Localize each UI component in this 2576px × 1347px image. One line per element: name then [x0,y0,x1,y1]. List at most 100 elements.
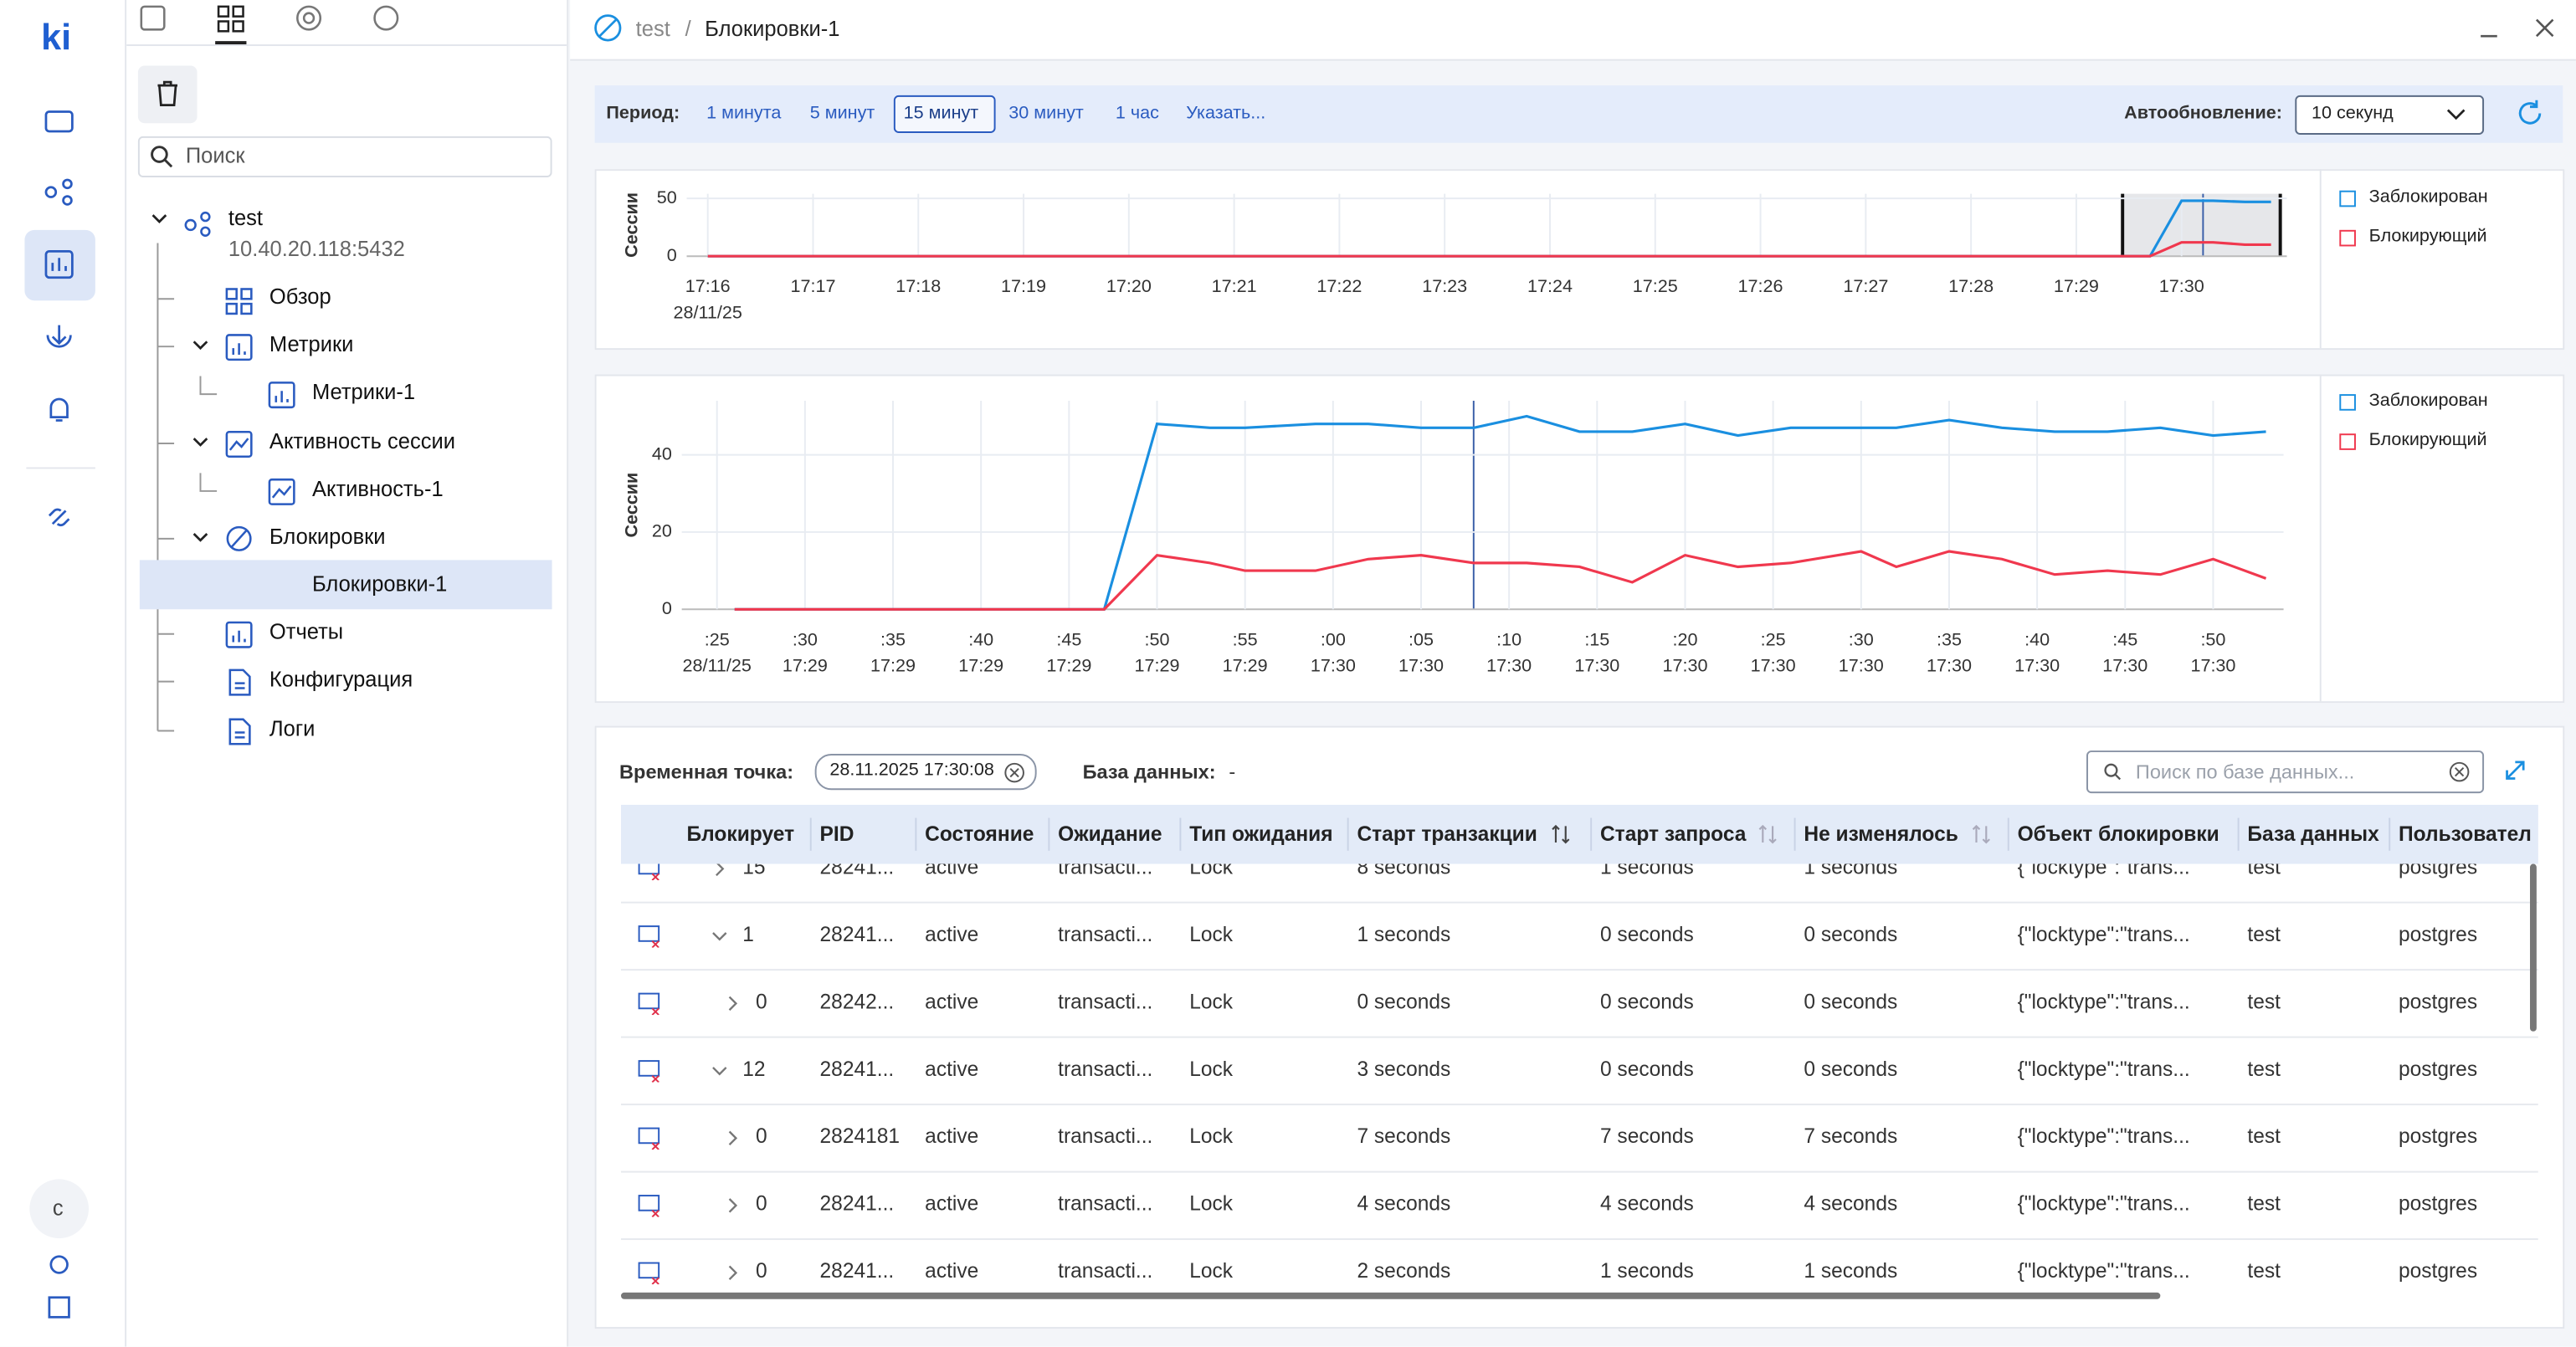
sort-icon[interactable] [1972,822,1992,845]
row-toggle[interactable] [725,1197,741,1214]
sql-icon[interactable] [638,1194,660,1217]
x-tick-sublabel: 17:30 [2014,655,2060,676]
column-header[interactable]: PID [819,822,854,846]
tree-label[interactable]: Блокировки-1 [311,571,448,597]
tab[interactable] [373,5,399,31]
charts: 0 50 17:16 28/11/25 17:17 17:18 17:19 17:20 17:2… [620,187,2287,676]
sort-icon[interactable] [1758,822,1778,845]
period-option[interactable]: 1 минута [706,103,782,124]
tree-label[interactable]: Обзор [269,284,331,310]
tree-label[interactable]: Метрики [269,331,354,356]
row-toggle[interactable] [725,996,741,1012]
cell: 1 [742,923,754,946]
collapse-icon[interactable] [48,1296,70,1319]
tab[interactable] [217,5,230,18]
refresh-button[interactable] [2513,97,2546,130]
h-scrollbar[interactable] [621,1292,2161,1299]
i [728,996,738,1012]
column-header[interactable]: Старт транзакции [1357,822,1537,846]
tab[interactable] [140,5,166,31]
column-header[interactable]: Ожидание [1058,822,1162,846]
row-toggle[interactable] [725,1130,741,1147]
clear-icon[interactable] [1003,762,1025,784]
v-scrollbar[interactable] [2530,863,2537,1032]
sql-icon[interactable] [638,1262,660,1285]
i [225,334,253,361]
settings-icon[interactable] [49,1255,69,1274]
breadcrumb-root[interactable]: test [635,16,670,42]
icon[interactable] [49,397,69,422]
i [638,1262,660,1279]
tree-label[interactable]: test [228,205,264,230]
column-header[interactable]: Не изменялось [1804,822,1958,846]
cell: 28242... [819,990,895,1014]
tree-search[interactable]: Поиск [137,136,552,178]
period-option[interactable]: Указать... [1186,103,1266,124]
row-toggle[interactable] [725,1265,741,1282]
legend-label[interactable]: Блокирующий [2368,226,2487,247]
tree-selected [139,560,552,610]
period-option[interactable]: 15 минут [903,103,979,124]
row-toggle[interactable] [711,928,728,945]
sql-icon[interactable] [638,1127,660,1150]
sql-icon[interactable] [638,1059,660,1083]
icon[interactable] [44,110,74,133]
table-search[interactable]: Поиск по базе данных... [2086,750,2485,794]
timepoint-chip[interactable]: 28.11.2025 17:30:08 [814,754,1037,791]
column-divider [1048,817,1050,851]
tab[interactable] [296,5,322,31]
tree-label[interactable]: Активность-1 [311,476,444,501]
column-header[interactable]: База данных [2247,822,2379,846]
i [228,668,251,696]
cell: 28241... [819,1259,895,1283]
cell: 3 seconds [1357,1058,1451,1081]
cell: postgres [2398,923,2478,946]
autorefresh-label: Автообновление: [2124,103,2282,124]
delete-button[interactable] [137,65,198,124]
avatar-bg[interactable] [29,1179,90,1239]
tree-label[interactable]: Активность сессии [269,428,456,453]
period-option[interactable]: 1 час [1115,103,1159,124]
column-header[interactable]: Блокирует [686,822,795,846]
legend-label[interactable]: Заблокирован [2368,187,2488,207]
cell: test [2247,1259,2281,1283]
icon[interactable] [48,508,70,527]
column-header[interactable]: Состояние [925,822,1034,846]
x-tick-label: :05 [1409,628,1434,649]
x-tick-sublabel: 28/11/25 [673,302,741,323]
tree-label[interactable]: Отчеты [269,619,344,644]
period-option[interactable]: 30 минут [1008,103,1084,124]
trash-icon [157,80,178,107]
sql-icon[interactable] [638,992,660,1016]
sort-icon[interactable] [1551,822,1571,845]
period-option[interactable]: 5 минут [809,103,875,124]
avatar[interactable]: с [52,1196,64,1221]
x-tick-sublabel: 28/11/25 [683,655,752,676]
clear-icon[interactable] [2448,761,2471,783]
tree-label[interactable]: Логи [269,715,316,741]
sql-icon[interactable] [638,924,660,948]
row-toggle[interactable] [711,1063,728,1079]
cell: 7 seconds [1599,1124,1694,1149]
legend-label[interactable]: Блокирующий [2368,430,2487,450]
close[interactable] [2535,18,2554,38]
column-header[interactable]: Пользовател [2398,822,2532,846]
icon[interactable] [44,249,74,279]
column-header[interactable]: Старт запроса [1599,822,1747,846]
tree-label[interactable]: Конфигурация [269,666,413,692]
column-header[interactable]: Тип ожидания [1189,822,1333,846]
column-header[interactable]: Объект блокировки [2017,822,2219,846]
column-divider [1793,817,1796,851]
icon[interactable] [46,325,72,348]
expand-button[interactable] [2502,757,2528,783]
x-tick-label: 17:26 [1738,275,1783,296]
x-tick-sublabel: 17:29 [783,655,828,676]
icon[interactable] [44,186,58,198]
search-placeholder: Поиск [185,142,245,168]
tree-label[interactable]: Метрики-1 [311,379,416,404]
row-toggle[interactable] [711,861,728,878]
cell: 0 seconds [1804,1058,1898,1081]
autorefresh-select[interactable]: 10 секунд [2295,95,2485,135]
tree-label[interactable]: Блокировки [269,524,386,549]
legend-label[interactable]: Заблокирован [2368,391,2488,411]
